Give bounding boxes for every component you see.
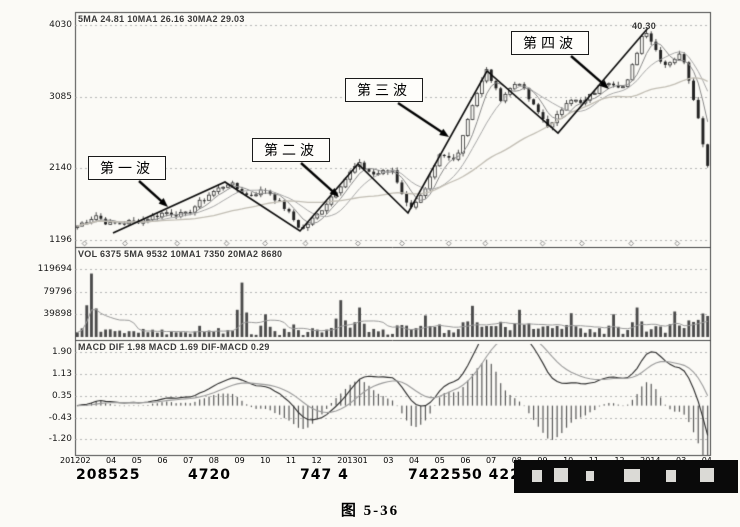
- wave-1-label-box: 第一波: [88, 156, 166, 180]
- time-axis-tick: 201202: [60, 456, 91, 465]
- time-axis-tick: 11: [285, 456, 297, 465]
- wave-3-label-box: 第三波: [345, 78, 423, 102]
- peak-price-label: 40.30: [632, 21, 657, 31]
- time-axis-tick: 04: [106, 456, 117, 465]
- time-axis-tick: 09: [234, 456, 245, 465]
- wave-1-text: 第一波: [100, 162, 154, 177]
- axis-tick-label: 1.13: [51, 368, 72, 379]
- footer-number-fragment: 747 4: [300, 467, 349, 483]
- axis-tick-label: 3085: [49, 91, 72, 102]
- time-axis-tick: 06: [157, 456, 168, 465]
- axis-tick-label: 79796: [43, 286, 72, 297]
- axis-tick-label: 4030: [49, 20, 72, 30]
- footer-number-fragment: 742255: [408, 467, 473, 483]
- wave-2-label-box: 第二波: [252, 138, 330, 162]
- time-axis-tick: 08: [208, 456, 219, 465]
- time-axis-tick: 07: [183, 456, 194, 465]
- axis-tick-label: 1196: [49, 235, 72, 245]
- time-axis-tick: 07: [486, 456, 497, 465]
- footer-number-fragment: 4720: [188, 467, 231, 483]
- axis-tick-label: 1.90: [51, 347, 72, 358]
- axis-tick-label: 39898: [43, 309, 72, 320]
- axis-tick-label: 0.35: [51, 390, 72, 401]
- price-ma-header: 5MA 24.81 10MA1 26.16 30MA2 29.03: [78, 14, 245, 24]
- time-axis-tick: 04: [408, 456, 420, 465]
- time-axis-tick: 12: [311, 456, 322, 465]
- axis-tick-label: -1.20: [48, 434, 72, 445]
- time-axis-tick: 05: [434, 456, 445, 465]
- time-axis-tick: 05: [131, 456, 142, 465]
- footer-number-fragment: 208525: [76, 467, 141, 483]
- wave-4-label-box: 第四波: [511, 31, 589, 55]
- time-axis-tick: 201301: [337, 456, 368, 465]
- footer-number-fragment: 0 422: [472, 467, 521, 483]
- wave-4-text: 第四波: [523, 37, 577, 52]
- figure-caption: 图 5-36: [340, 503, 400, 519]
- time-axis-tick: 03: [383, 456, 394, 465]
- volume-header: VOL 6375 5MA 9532 10MA1 7350 20MA2 8680: [78, 249, 283, 259]
- axis-tick-label: 119694: [37, 264, 72, 275]
- time-axis-tick: 10: [260, 456, 271, 465]
- wave-3-text: 第三波: [357, 84, 411, 99]
- watermark-blob: [514, 460, 738, 493]
- wave-2-text: 第二波: [264, 144, 318, 159]
- axis-tick-label: 2140: [49, 163, 72, 174]
- time-axis-tick: 06: [460, 456, 471, 465]
- macd-header: MACD DIF 1.98 MACD 1.69 DIF-MACD 0.29: [78, 342, 270, 352]
- axis-tick-label: -0.43: [48, 412, 72, 423]
